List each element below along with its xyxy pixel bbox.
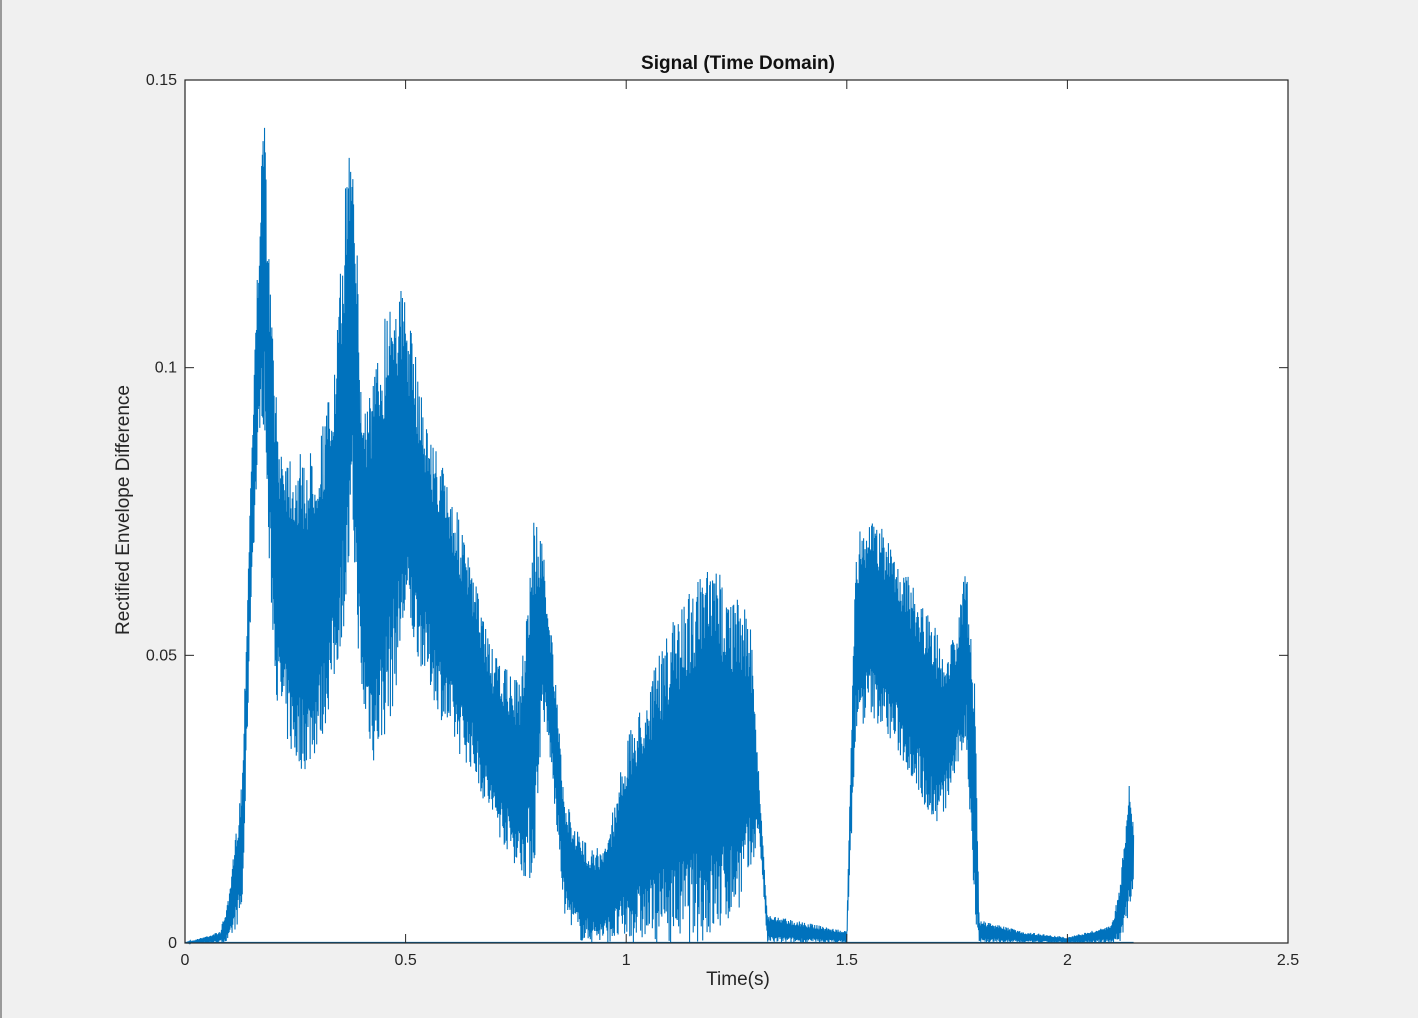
signal-line <box>184 127 1135 945</box>
y-tick-label: 0.15 <box>146 72 177 89</box>
ticks-layer: 0 0.5 1 1.5 2 2.5 0 0.05 0.1 0.15 <box>146 72 1299 969</box>
x-axis-label: Time(s) <box>706 969 770 990</box>
chart-title: Signal (Time Domain) <box>641 53 835 74</box>
axes-box <box>184 79 1289 944</box>
y-tick-label: 0.1 <box>155 360 177 377</box>
x-tick-label: 1 <box>622 952 631 969</box>
x-tick-label: 2.5 <box>1277 952 1299 969</box>
x-tick-label: 0.5 <box>394 952 416 969</box>
x-tick-label: 1.5 <box>836 952 858 969</box>
y-tick-label: 0.05 <box>146 647 177 664</box>
y-tick-label: 0 <box>168 935 177 952</box>
window-left-edge <box>0 0 2 1018</box>
x-tick-label: 0 <box>181 952 190 969</box>
x-tick-label: 2 <box>1063 952 1072 969</box>
y-axis-label: Rectified Envelope Difference <box>113 385 134 635</box>
